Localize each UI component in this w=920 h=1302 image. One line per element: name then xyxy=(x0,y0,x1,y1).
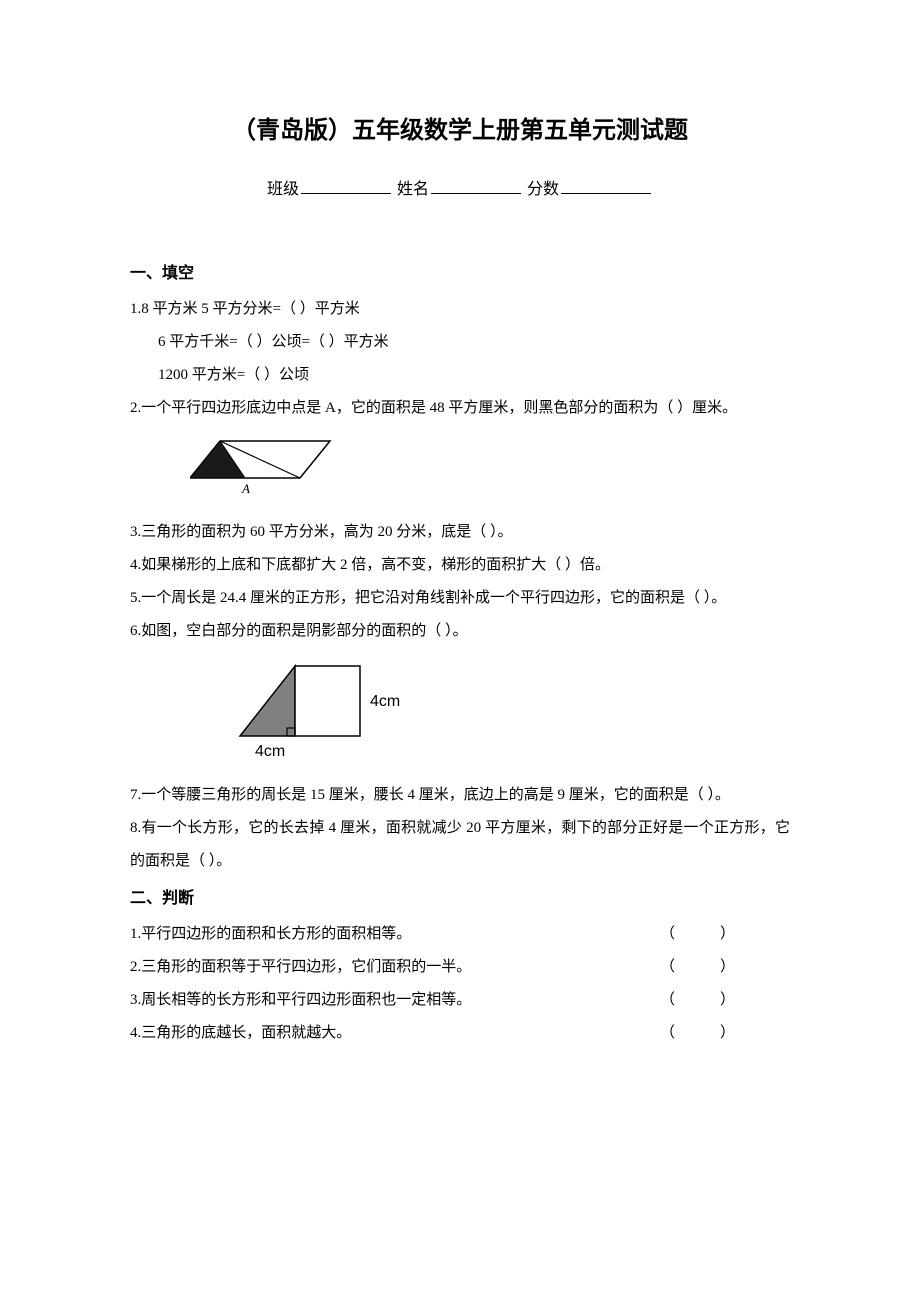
q6: 6.如图，空白部分的面积是阴影部分的面积的（ ）。 xyxy=(130,615,790,648)
judge-item-2: 2.三角形的面积等于平行四边形，它们面积的一半。 （ ） xyxy=(130,951,790,984)
judge-paren-1[interactable]: （ ） xyxy=(660,918,790,951)
figure-q2: A xyxy=(190,433,790,508)
judge-paren-3[interactable]: （ ） xyxy=(660,984,790,1017)
judge-text-3: 3.周长相等的长方形和平行四边形面积也一定相等。 xyxy=(130,984,660,1017)
score-blank[interactable] xyxy=(561,193,651,194)
name-blank[interactable] xyxy=(431,193,521,194)
page-title: （青岛版）五年级数学上册第五单元测试题 xyxy=(130,110,790,145)
score-label: 分数 xyxy=(527,181,559,198)
judge-text-1: 1.平行四边形的面积和长方形的面积相等。 xyxy=(130,918,660,951)
class-blank[interactable] xyxy=(301,193,391,194)
label-4cm-side: 4cm xyxy=(370,693,400,710)
black-triangle xyxy=(190,441,245,478)
q1-line1: 1.8 平方米 5 平方分米=（ ）平方米 xyxy=(130,293,790,326)
section1-heading: 一、填空 xyxy=(130,259,790,283)
judge-text-4: 4.三角形的底越长，面积就越大。 xyxy=(130,1017,660,1050)
name-label: 姓名 xyxy=(397,181,429,198)
q7: 7.一个等腰三角形的周长是 15 厘米，腰长 4 厘米，底边上的高是 9 厘米，… xyxy=(130,779,790,812)
class-label: 班级 xyxy=(267,181,299,198)
q8: 8.有一个长方形，它的长去掉 4 厘米，面积就减少 20 平方厘米，剩下的部分正… xyxy=(130,812,790,878)
judge-paren-2[interactable]: （ ） xyxy=(660,951,790,984)
q1-line2: 6 平方千米=（ ）公顷=（ ）平方米 xyxy=(130,326,790,359)
judge-text-2: 2.三角形的面积等于平行四边形，它们面积的一半。 xyxy=(130,951,660,984)
white-square xyxy=(295,666,360,736)
q4: 4.如果梯形的上底和下底都扩大 2 倍，高不变，梯形的面积扩大（ ）倍。 xyxy=(130,549,790,582)
judge-item-3: 3.周长相等的长方形和平行四边形面积也一定相等。 （ ） xyxy=(130,984,790,1017)
label-4cm-bottom: 4cm xyxy=(255,743,285,760)
header-line: 班级 姓名 分数 xyxy=(130,175,790,199)
section2-heading: 二、判断 xyxy=(130,884,790,908)
label-a: A xyxy=(241,481,250,496)
judge-item-1: 1.平行四边形的面积和长方形的面积相等。 （ ） xyxy=(130,918,790,951)
q3: 3.三角形的面积为 60 平方分米，高为 20 分米，底是（ ）。 xyxy=(130,516,790,549)
judge-item-4: 4.三角形的底越长，面积就越大。 （ ） xyxy=(130,1017,790,1050)
q5: 5.一个周长是 24.4 厘米的正方形，把它沿对角线割补成一个平行四边形，它的面… xyxy=(130,582,790,615)
figure-q6: 4cm 4cm xyxy=(230,656,790,771)
shaded-triangle xyxy=(240,666,295,736)
judge-paren-4[interactable]: （ ） xyxy=(660,1017,790,1050)
q1-line3: 1200 平方米=（ ）公顷 xyxy=(130,359,790,392)
q2: 2.一个平行四边形底边中点是 A，它的面积是 48 平方厘米，则黑色部分的面积为… xyxy=(130,392,790,425)
